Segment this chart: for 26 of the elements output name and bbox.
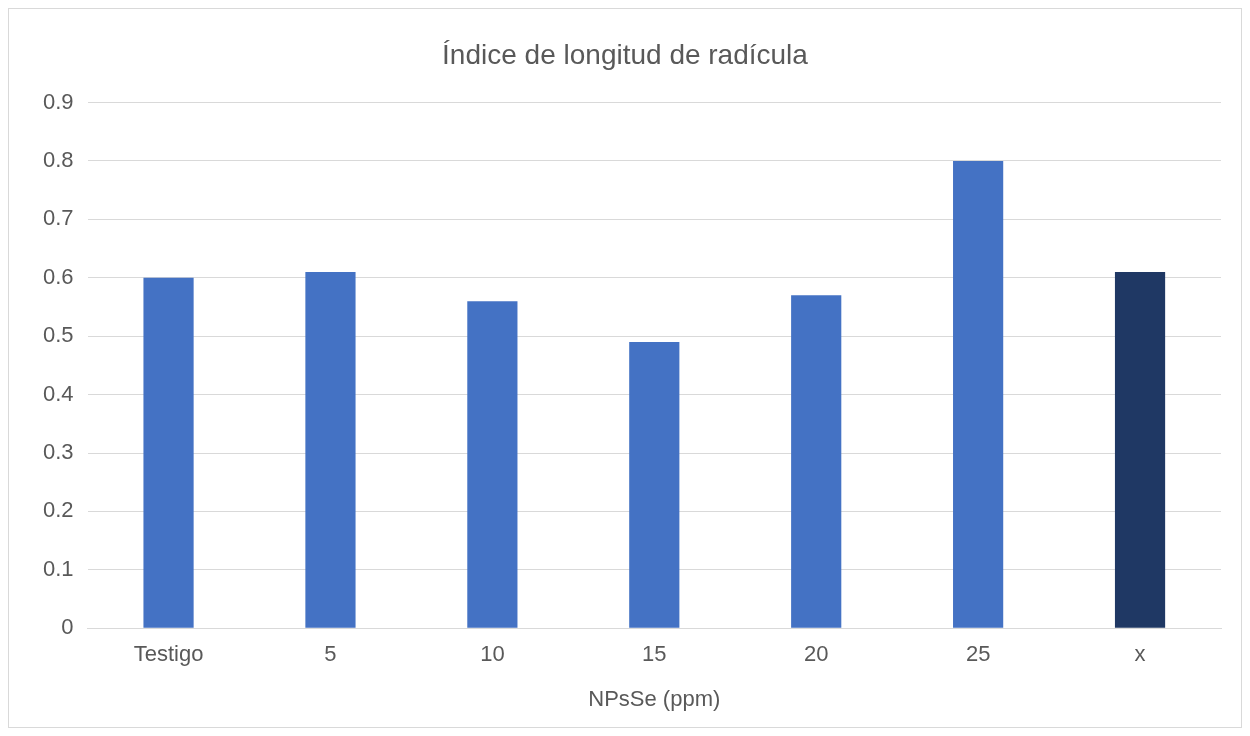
chart-title: Índice de longitud de radícula — [442, 38, 809, 70]
y-tick-label: 0 — [61, 614, 74, 640]
bar — [143, 277, 194, 628]
bar — [953, 161, 1004, 628]
y-tick-label: 0.6 — [42, 263, 74, 289]
x-tick-label: 10 — [480, 641, 505, 667]
y-tick-label: 0.2 — [42, 497, 74, 523]
y-tick-label: 0.9 — [42, 88, 74, 114]
x-tick-label: 25 — [965, 641, 991, 667]
bar — [305, 271, 356, 628]
y-tick-label: 0.8 — [42, 147, 74, 173]
bar — [1114, 271, 1166, 628]
y-tick-label: 0.1 — [42, 555, 74, 581]
y-tick-label: 0.5 — [42, 322, 74, 348]
y-tick-label: 0.7 — [42, 205, 74, 231]
bar — [629, 342, 680, 628]
y-tick-label: 0.3 — [42, 439, 74, 465]
x-axis-title: NPsSe (ppm) — [588, 685, 721, 711]
x-tick-label: 20 — [803, 641, 829, 667]
bar — [467, 301, 518, 628]
bar — [791, 295, 842, 628]
x-tick-label: x — [1134, 641, 1146, 667]
y-tick-label: 0.4 — [42, 380, 74, 406]
x-tick-label: 5 — [324, 641, 337, 667]
x-tick-label: 15 — [642, 641, 667, 667]
x-tick-label: Testigo — [133, 641, 204, 667]
